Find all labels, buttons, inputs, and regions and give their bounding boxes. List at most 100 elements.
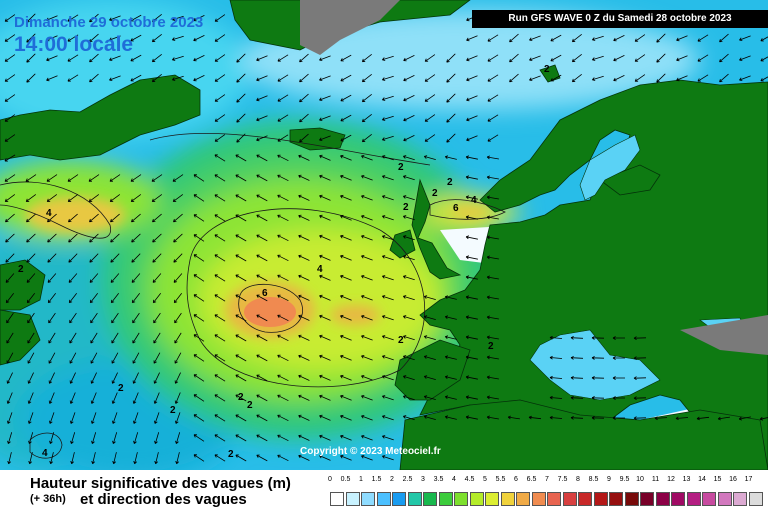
direction-arrow bbox=[529, 75, 541, 81]
direction-arrow bbox=[67, 14, 79, 22]
direction-arrow bbox=[256, 254, 268, 262]
direction-arrow bbox=[152, 293, 162, 304]
direction-arrow bbox=[69, 332, 77, 344]
direction-arrow bbox=[298, 194, 310, 201]
direction-arrow bbox=[110, 233, 120, 243]
direction-arrow bbox=[361, 235, 373, 241]
direction-arrow bbox=[89, 13, 99, 23]
direction-arrow bbox=[465, 355, 478, 360]
direction-arrow bbox=[760, 36, 768, 42]
direction-arrow bbox=[111, 392, 118, 404]
direction-arrow bbox=[131, 213, 141, 223]
direction-arrow bbox=[235, 434, 247, 442]
direction-arrow bbox=[507, 415, 520, 420]
direction-arrow bbox=[132, 312, 140, 324]
legend-tick: 0 bbox=[328, 476, 332, 483]
direction-arrow bbox=[131, 293, 141, 304]
legend-tick: 0.5 bbox=[340, 476, 351, 483]
legend-tick: 3 bbox=[421, 476, 425, 483]
direction-arrow bbox=[298, 274, 310, 281]
direction-arrow bbox=[112, 412, 118, 424]
direction-arrow bbox=[277, 434, 289, 442]
direction-arrow bbox=[571, 33, 582, 43]
direction-arrow bbox=[738, 416, 751, 421]
direction-arrow bbox=[111, 312, 119, 324]
direction-arrow bbox=[151, 33, 162, 43]
direction-arrow bbox=[381, 175, 394, 181]
direction-arrow bbox=[68, 233, 78, 243]
direction-arrow bbox=[70, 452, 75, 465]
direction-arrow bbox=[361, 335, 373, 341]
direction-arrow bbox=[67, 54, 79, 62]
direction-arrow bbox=[570, 395, 584, 400]
direction-arrow bbox=[25, 174, 37, 182]
direction-arrow bbox=[319, 314, 331, 321]
direction-arrow bbox=[403, 295, 415, 301]
direction-arrow bbox=[319, 294, 331, 301]
direction-arrow bbox=[110, 293, 120, 304]
direction-arrow bbox=[466, 35, 478, 42]
direction-arrow bbox=[465, 175, 478, 180]
direction-arrow bbox=[5, 213, 15, 223]
legend-tick: 12 bbox=[667, 476, 675, 483]
direction-arrow bbox=[319, 75, 331, 81]
legend-swatch bbox=[655, 492, 670, 506]
direction-arrow bbox=[111, 352, 119, 364]
direction-arrow bbox=[444, 295, 457, 300]
direction-arrow bbox=[4, 14, 16, 22]
direction-arrow bbox=[486, 155, 499, 160]
direction-arrow bbox=[151, 73, 162, 83]
direction-arrow bbox=[633, 336, 647, 341]
direction-arrow bbox=[696, 416, 710, 421]
direction-arrow bbox=[466, 135, 478, 142]
direction-arrow bbox=[319, 354, 331, 361]
direction-arrow bbox=[109, 35, 121, 41]
direction-arrow bbox=[298, 354, 310, 361]
direction-arrow bbox=[487, 54, 499, 62]
direction-arrow bbox=[676, 35, 688, 42]
legend-swatch bbox=[407, 492, 422, 506]
direction-arrow bbox=[235, 174, 247, 182]
direction-arrow bbox=[361, 355, 373, 361]
direction-arrow bbox=[654, 416, 668, 421]
legend-swatch bbox=[702, 492, 716, 506]
direction-arrow bbox=[319, 95, 331, 101]
legend-tick: 5 bbox=[483, 476, 487, 483]
direction-arrow bbox=[424, 54, 436, 62]
direction-arrow bbox=[340, 174, 352, 181]
direction-arrow bbox=[151, 194, 163, 202]
direction-arrow bbox=[570, 355, 584, 360]
direction-arrow bbox=[676, 75, 688, 82]
legend-tick: 17 bbox=[744, 476, 753, 483]
direction-arrow bbox=[403, 395, 415, 401]
direction-arrow bbox=[175, 452, 180, 465]
direction-arrow bbox=[717, 416, 730, 421]
canada-north-land bbox=[0, 74, 201, 161]
direction-arrow bbox=[340, 414, 352, 421]
direction-arrow bbox=[528, 415, 542, 420]
direction-arrow bbox=[256, 234, 268, 242]
direction-arrow bbox=[591, 55, 604, 61]
direction-arrow bbox=[256, 434, 268, 442]
direction-arrow bbox=[69, 312, 77, 324]
direction-arrow bbox=[130, 54, 142, 62]
direction-arrow bbox=[6, 352, 14, 364]
direction-arrow bbox=[633, 416, 647, 421]
direction-arrow bbox=[214, 234, 226, 242]
direction-arrow bbox=[277, 254, 289, 262]
contour-label: 4 bbox=[471, 195, 477, 206]
direction-arrow bbox=[5, 273, 15, 283]
direction-arrow bbox=[381, 315, 394, 321]
direction-arrow bbox=[423, 155, 436, 160]
direction-arrow bbox=[174, 352, 182, 364]
direction-arrow bbox=[214, 14, 226, 22]
direction-arrow bbox=[214, 254, 226, 262]
direction-arrow bbox=[319, 454, 331, 461]
direction-arrow bbox=[70, 432, 76, 444]
direction-arrow bbox=[152, 253, 162, 263]
direction-arrow bbox=[68, 253, 78, 263]
direction-arrow bbox=[277, 374, 289, 382]
direction-arrow bbox=[465, 415, 478, 420]
direction-arrow bbox=[132, 352, 140, 364]
direction-arrow bbox=[214, 454, 226, 462]
